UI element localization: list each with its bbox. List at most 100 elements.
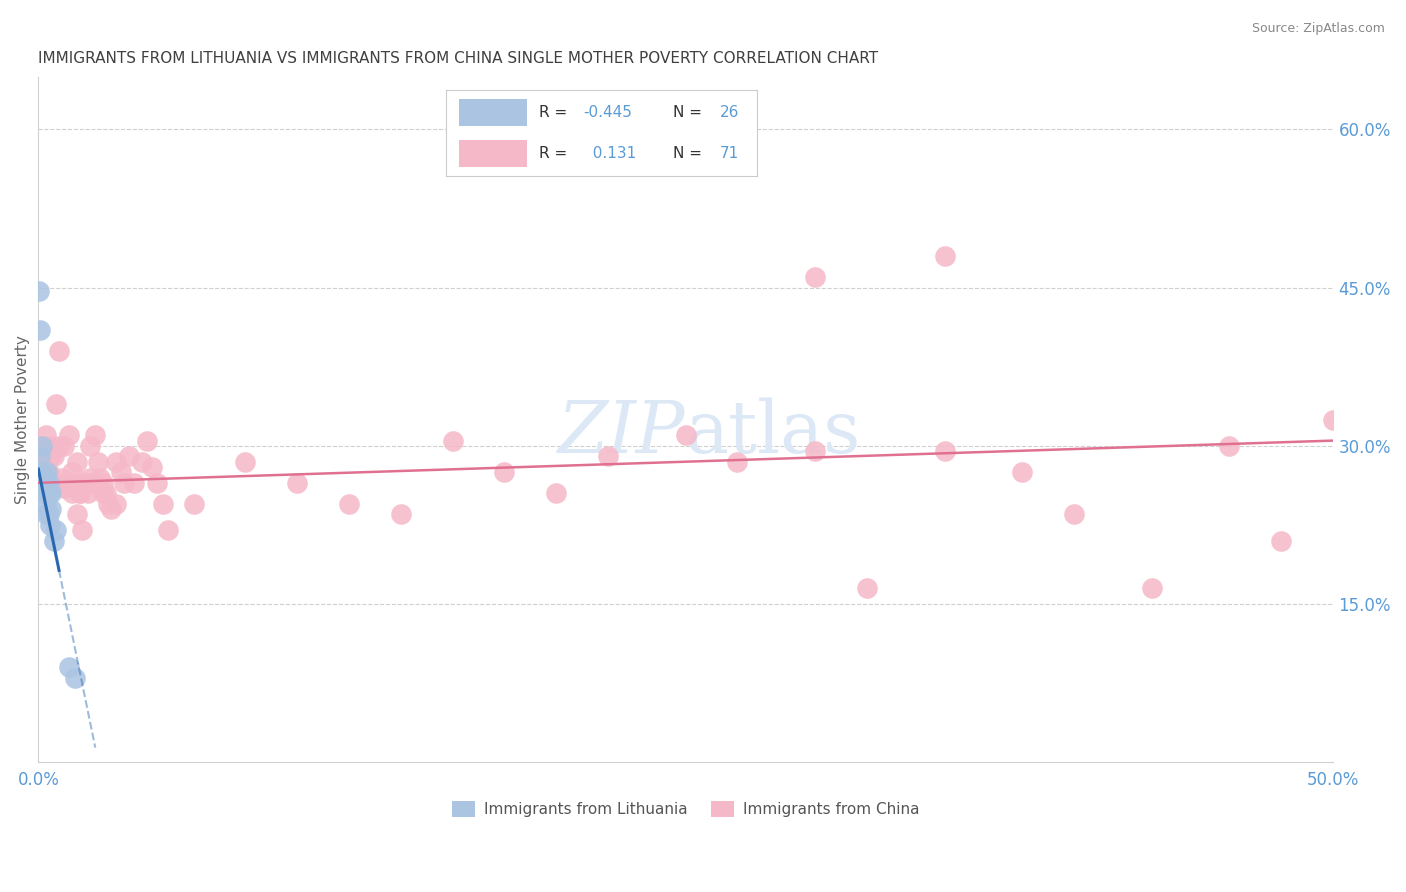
Point xyxy=(39,470,62,484)
Point xyxy=(934,249,956,263)
Text: IMMIGRANTS FROM LITHUANIA VS IMMIGRANTS FROM CHINA SINGLE MOTHER POVERTY CORRELA: IMMIGRANTS FROM LITHUANIA VS IMMIGRANTS … xyxy=(38,51,879,66)
Point xyxy=(38,475,60,490)
Point xyxy=(66,508,89,522)
Point xyxy=(675,428,697,442)
Point xyxy=(91,486,114,500)
Point xyxy=(39,486,62,500)
Point xyxy=(91,475,114,490)
Point xyxy=(30,470,52,484)
Point xyxy=(32,475,55,490)
Point xyxy=(441,434,464,448)
Point xyxy=(30,475,52,490)
Point xyxy=(66,455,89,469)
Point xyxy=(804,444,827,458)
Point xyxy=(38,486,60,500)
Point xyxy=(31,439,53,453)
Point xyxy=(84,428,107,442)
Point xyxy=(1218,439,1240,453)
Point xyxy=(804,270,827,285)
Point xyxy=(45,524,67,538)
Point xyxy=(32,486,55,500)
Point xyxy=(389,508,412,522)
Point xyxy=(51,470,73,484)
Point xyxy=(32,450,55,464)
Point xyxy=(45,397,67,411)
Point xyxy=(35,475,58,490)
Point xyxy=(79,439,101,453)
Point xyxy=(48,439,70,453)
Point xyxy=(37,465,59,479)
Point xyxy=(1063,508,1085,522)
Point xyxy=(35,428,58,442)
Point xyxy=(89,470,111,484)
Point xyxy=(141,460,163,475)
Point xyxy=(38,439,60,453)
Point xyxy=(118,450,141,464)
Point xyxy=(60,486,83,500)
Point xyxy=(136,434,159,448)
Point xyxy=(1270,533,1292,548)
Point xyxy=(546,486,568,500)
Text: ZIP: ZIP xyxy=(558,398,686,468)
Point xyxy=(72,524,94,538)
Point xyxy=(152,497,174,511)
Point xyxy=(63,671,86,685)
Point xyxy=(725,455,748,469)
Point xyxy=(38,508,60,522)
Point xyxy=(596,450,619,464)
Point xyxy=(53,481,76,495)
Point xyxy=(79,470,101,484)
Point xyxy=(34,470,56,484)
Point xyxy=(110,465,132,479)
Text: atlas: atlas xyxy=(686,398,860,468)
Point xyxy=(156,524,179,538)
Point xyxy=(235,455,257,469)
Point xyxy=(105,455,128,469)
Point xyxy=(53,439,76,453)
Point xyxy=(1322,412,1344,426)
Point xyxy=(1140,582,1163,596)
Point xyxy=(42,450,65,464)
Point xyxy=(100,502,122,516)
Point xyxy=(56,475,79,490)
Point xyxy=(183,497,205,511)
Point xyxy=(73,475,96,490)
Point xyxy=(38,465,60,479)
Point xyxy=(94,486,117,500)
Point xyxy=(69,486,91,500)
Point xyxy=(31,465,53,479)
Point xyxy=(42,533,65,548)
Point xyxy=(48,343,70,358)
Point xyxy=(60,465,83,479)
Point xyxy=(35,497,58,511)
Point xyxy=(39,518,62,533)
Point xyxy=(63,475,86,490)
Point xyxy=(35,486,58,500)
Point xyxy=(58,660,80,674)
Point xyxy=(105,497,128,511)
Point xyxy=(337,497,360,511)
Point xyxy=(76,486,98,500)
Point xyxy=(122,475,145,490)
Point xyxy=(82,475,104,490)
Point xyxy=(28,323,51,337)
Point xyxy=(39,450,62,464)
Point xyxy=(856,582,879,596)
Point xyxy=(1011,465,1033,479)
Y-axis label: Single Mother Poverty: Single Mother Poverty xyxy=(15,335,30,504)
Text: Source: ZipAtlas.com: Source: ZipAtlas.com xyxy=(1251,22,1385,36)
Point xyxy=(934,444,956,458)
Point xyxy=(39,502,62,516)
Point xyxy=(69,486,91,500)
Legend: Immigrants from Lithuania, Immigrants from China: Immigrants from Lithuania, Immigrants fr… xyxy=(446,795,925,823)
Point xyxy=(30,450,52,464)
Point xyxy=(58,428,80,442)
Point xyxy=(97,497,120,511)
Point xyxy=(87,455,110,469)
Point xyxy=(30,439,52,453)
Point xyxy=(112,475,135,490)
Point xyxy=(285,475,308,490)
Point xyxy=(131,455,153,469)
Point xyxy=(34,486,56,500)
Point xyxy=(146,475,169,490)
